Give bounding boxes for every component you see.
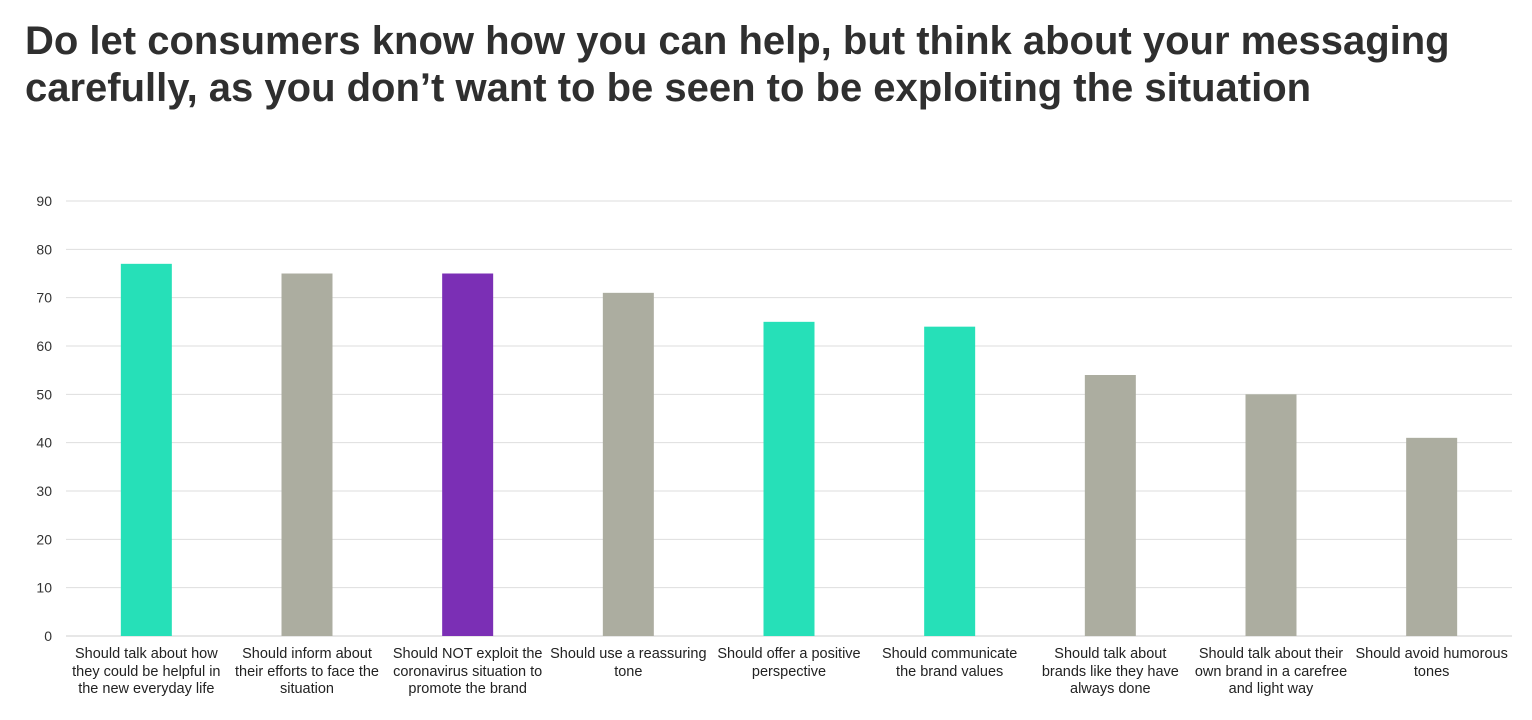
x-category-label: Should inform about their efforts to fac… [234, 646, 379, 697]
x-category-label: Should talk about their own brand in a c… [1194, 646, 1348, 697]
y-tick-label: 40 [36, 435, 52, 451]
x-category-label: Should use a reassuring tone [550, 646, 707, 680]
y-tick-label: 20 [36, 531, 52, 547]
bar [1406, 437, 1458, 636]
y-tick-label: 10 [36, 580, 52, 596]
y-axis-ticks: 0 10 20 30 40 50 60 70 80 90 [36, 193, 52, 644]
y-tick-label: 90 [36, 193, 52, 209]
bar [1245, 394, 1297, 636]
bars [120, 263, 1458, 636]
y-tick-label: 80 [36, 241, 52, 257]
x-category-label: Should talk about how they could be help… [72, 646, 221, 697]
x-category-label: Should offer a positive perspective [717, 646, 861, 680]
y-tick-label: 70 [36, 290, 52, 306]
bar [442, 273, 494, 636]
y-tick-label: 50 [36, 386, 52, 402]
x-category-label: Should avoid humorous tones [1355, 646, 1508, 680]
y-tick-label: 60 [36, 338, 52, 354]
y-tick-label: 0 [44, 628, 52, 644]
y-tick-label: 30 [36, 483, 52, 499]
bar [1084, 375, 1136, 636]
bar [281, 273, 333, 636]
x-category-label: Should communicate the brand values [881, 646, 1018, 680]
bar [924, 326, 976, 636]
x-category-label: Should NOT exploit the coronavirus situa… [392, 646, 543, 697]
bar [120, 263, 172, 636]
bar [763, 321, 815, 636]
x-category-label: Should talk about brands like they have … [1041, 646, 1179, 697]
page-title: Do let consumers know how you can help, … [25, 19, 1450, 110]
bar [602, 292, 654, 636]
